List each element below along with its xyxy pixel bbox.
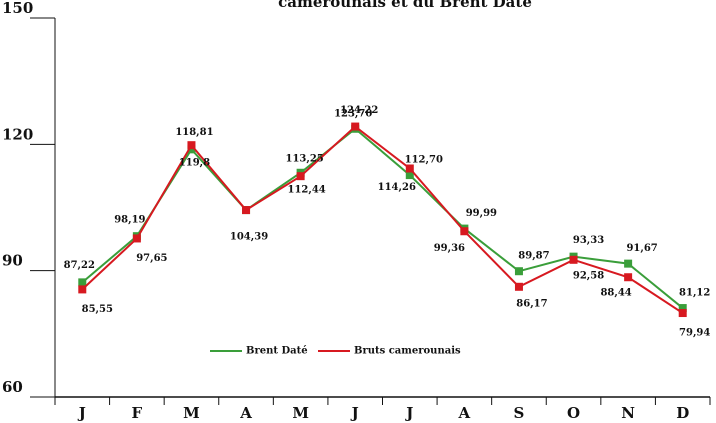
- point: [678, 304, 687, 313]
- x-tick-label: A: [239, 404, 252, 422]
- legend-label: Bruts camerounais: [354, 346, 461, 357]
- point: [351, 122, 360, 131]
- data-label: 91,67: [626, 243, 657, 254]
- point: [187, 141, 196, 150]
- point: [242, 206, 251, 215]
- point: [296, 172, 305, 181]
- y-tick-label: 90: [2, 252, 23, 270]
- data-label: 119,8: [179, 158, 210, 169]
- data-label: 124,22: [340, 105, 378, 116]
- point: [624, 259, 633, 268]
- point: [514, 267, 523, 276]
- data-label: 112,70: [405, 155, 443, 166]
- data-label: 93,33: [573, 235, 604, 246]
- data-label: 118,81: [175, 127, 213, 138]
- point: [405, 171, 414, 180]
- data-label: 114,26: [378, 182, 416, 193]
- point: [624, 273, 633, 282]
- data-label: 89,87: [518, 251, 549, 262]
- x-tick-label: N: [621, 404, 635, 422]
- point: [78, 278, 87, 287]
- point: [405, 164, 414, 173]
- point: [187, 145, 196, 154]
- x-tick-label: M: [183, 404, 200, 422]
- y-tick-label: 120: [2, 125, 33, 143]
- x-tick-label: M: [292, 404, 309, 422]
- data-label: 85,55: [82, 304, 113, 315]
- series-line: [81, 127, 684, 309]
- data-label: 79,94: [679, 328, 710, 339]
- data-label: 86,17: [516, 298, 547, 309]
- y-tick-label: 150: [2, 0, 33, 17]
- point: [514, 282, 523, 291]
- point: [78, 285, 87, 294]
- x-tick-label: O: [567, 404, 580, 422]
- data-label: 97,65: [136, 253, 167, 264]
- chart-title: camerounais et du Brent Daté: [278, 0, 532, 11]
- point: [132, 234, 141, 243]
- x-tick-label: S: [514, 404, 525, 422]
- x-tick-label: F: [132, 404, 143, 422]
- point: [460, 227, 469, 236]
- point: [569, 255, 578, 264]
- point: [678, 309, 687, 318]
- data-label: 112,44: [287, 185, 325, 196]
- data-label: 81,12: [679, 288, 710, 299]
- x-tick-label: J: [404, 404, 413, 422]
- data-label: 99,99: [466, 208, 497, 219]
- data-label: 113,25: [285, 153, 323, 164]
- data-label: 98,19: [114, 215, 145, 226]
- x-tick-label: J: [350, 404, 359, 422]
- legend-label: Brent Daté: [246, 346, 308, 357]
- y-tick-label: 60: [2, 378, 23, 396]
- data-label: 92,58: [573, 270, 604, 281]
- series-line: [81, 125, 684, 314]
- data-label: 123,70: [334, 108, 372, 119]
- data-label: 104,39: [230, 232, 268, 243]
- x-tick-label: A: [458, 404, 471, 422]
- x-tick-label: D: [676, 404, 689, 422]
- data-label: 88,44: [600, 288, 631, 299]
- data-label: 99,36: [434, 243, 465, 254]
- x-tick-label: J: [77, 404, 86, 422]
- data-label: 87,22: [64, 260, 95, 271]
